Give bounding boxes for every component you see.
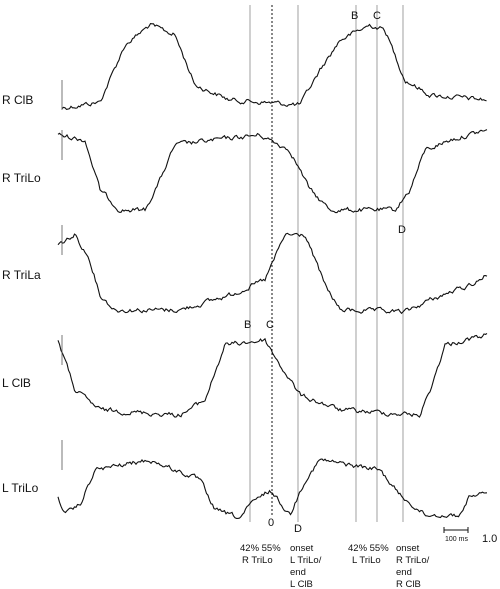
emg-trace [57, 232, 488, 315]
annotation: end [396, 567, 412, 578]
traces [57, 23, 488, 519]
annotation: L TriLo [352, 555, 381, 566]
annotation: 42% 55% [240, 543, 281, 554]
marker: B [244, 319, 251, 331]
annotation: R TriLo/ [396, 555, 430, 566]
emg-trace [57, 129, 488, 214]
annotation: L ClB [290, 579, 313, 589]
event-lines [249, 5, 404, 522]
axis-end-label: 1.0 [482, 533, 497, 545]
annotation: onset [396, 543, 420, 554]
annotation: L TriLo/ [290, 555, 322, 566]
marker: 0 [268, 517, 274, 529]
emg-trace [61, 23, 487, 110]
marker: D [294, 523, 302, 535]
annotation: onset [290, 543, 314, 554]
marker: D [398, 224, 406, 236]
annotation: 42% 55% [348, 543, 389, 554]
annotation: R TriLo [242, 555, 273, 566]
annotation: R ClB [396, 579, 421, 589]
trace-label: R ClB [2, 93, 33, 107]
trace-label: R TriLa [2, 268, 41, 282]
emg-trace [57, 458, 488, 519]
scale-bar: 100 ms [443, 527, 469, 543]
marker: C [266, 319, 274, 331]
trace-label: R TriLo [2, 171, 41, 185]
trace-label: L ClB [2, 376, 31, 390]
marker: C [373, 10, 381, 22]
marker: B [351, 10, 358, 22]
scale-bar-label: 100 ms [445, 536, 468, 543]
annotation: end [290, 567, 306, 578]
emg-trace [57, 333, 488, 418]
trace-label: L TriLo [2, 481, 39, 495]
